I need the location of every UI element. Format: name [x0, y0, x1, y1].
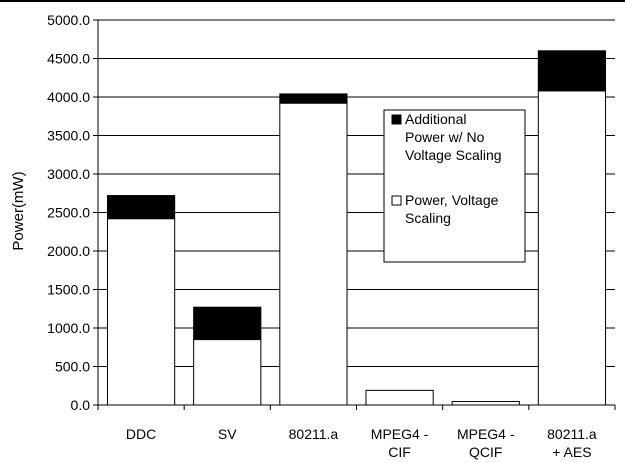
- y-tick-label: 2000.0: [47, 243, 90, 259]
- x-category-label: DDC: [126, 426, 156, 442]
- y-tick-label: 4000.0: [47, 89, 90, 105]
- bar-segment-series-1-cat-1: [193, 306, 262, 341]
- x-category-label: MPEG4 -: [371, 426, 429, 442]
- bar-segment-series-0-cat-4: [451, 401, 520, 406]
- bar-segment-series-0-cat-3: [365, 389, 434, 406]
- y-tick-label: 1500.0: [47, 282, 90, 298]
- y-tick-label: 2500.0: [47, 205, 90, 221]
- legend: Additional Power w/ No Voltage Scaling Powe…: [383, 109, 526, 263]
- legend-swatch: [391, 114, 402, 125]
- bar-segment-series-0-cat-5: [537, 90, 607, 406]
- axes: [0, 0, 625, 410]
- legend-label: Voltage Scaling: [405, 147, 502, 163]
- gridlines: [98, 19, 615, 367]
- y-tick-label: 3500.0: [47, 128, 90, 144]
- y-tick-label: 3000.0: [47, 166, 90, 182]
- bar-segment-series-1-cat-0: [106, 195, 176, 220]
- bar-segment-series-1-cat-5: [537, 50, 607, 92]
- bar-segment-series-1-cat-2: [279, 93, 348, 104]
- bar-segment-series-0-cat-1: [193, 339, 262, 406]
- x-category-label: QCIF: [469, 444, 502, 460]
- x-category-label: 80211.a: [289, 426, 339, 442]
- x-category-label: CIF: [388, 444, 411, 460]
- legend-label: Additional: [405, 111, 467, 127]
- bar-segment-series-0-cat-0: [106, 218, 176, 406]
- x-category-labels: DDC SV 80211.a MPEG4 - CIF MPEG4 - QCIF 80211.a…: [126, 426, 597, 460]
- legend-label: Power, Voltage: [405, 192, 499, 208]
- y-tick-label: 500.0: [55, 359, 90, 375]
- x-category-label: + AES: [552, 444, 591, 460]
- y-axis-title: Power(mW): [10, 171, 27, 250]
- y-tick-label: 1000.0: [47, 320, 90, 336]
- x-category-label: 80211.a: [547, 426, 597, 442]
- y-tick-label: 0.0: [71, 397, 91, 413]
- legend-swatch: [391, 195, 402, 206]
- y-tick-labels: 0.0 500.0 1000.0 1500.0 2000.0 2500.0 3000.0 35…: [47, 12, 90, 413]
- legend-label: Scaling: [405, 210, 451, 226]
- legend-box: [383, 109, 526, 263]
- x-category-label: MPEG4 -: [457, 426, 515, 442]
- bars: [106, 50, 607, 406]
- y-tick-label: 4500.0: [47, 51, 90, 67]
- x-category-label: SV: [218, 426, 237, 442]
- y-tick-label: 5000.0: [47, 12, 90, 28]
- legend-label: Power w/ No: [405, 129, 485, 145]
- bar-segment-series-0-cat-2: [279, 102, 348, 406]
